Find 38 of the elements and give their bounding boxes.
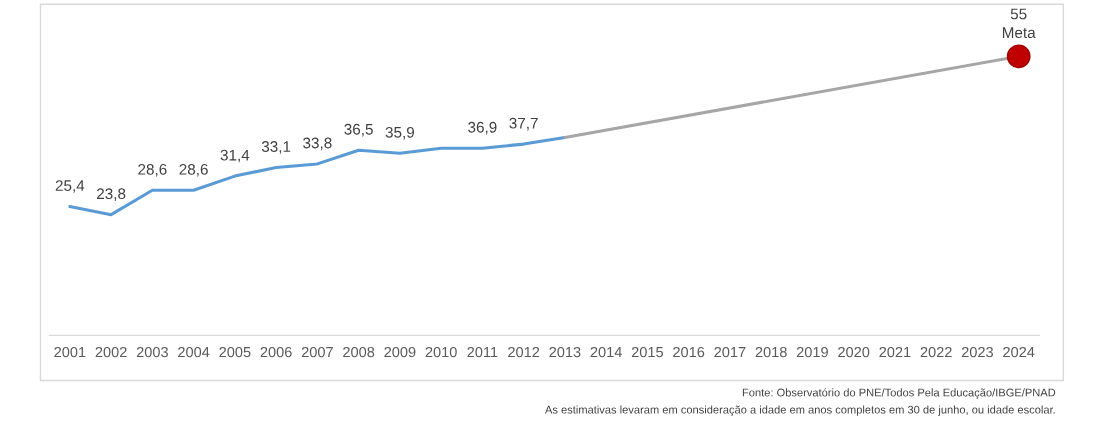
x-tick-label: 2006: [260, 346, 292, 358]
data-label: 23,8: [97, 188, 126, 201]
x-tick-label: 2015: [631, 346, 664, 358]
x-tick-label: 2016: [673, 346, 705, 358]
x-tick-label: 2022: [920, 346, 952, 358]
x-tick-label: 2018: [755, 346, 787, 358]
x-tick-label: 2023: [961, 346, 993, 358]
x-tick-label: 2007: [301, 346, 333, 358]
x-tick-label: 2008: [343, 346, 375, 358]
data-label: 25,4: [55, 180, 85, 193]
data-label: 36,5: [344, 123, 373, 137]
x-tick-label: 2002: [95, 346, 127, 358]
x-tick-label: 2005: [219, 346, 251, 358]
data-label: 28,6: [179, 163, 208, 177]
x-tick-label: 2013: [549, 346, 581, 358]
data-label: 28,6: [138, 163, 167, 177]
data-label: 33,8: [303, 137, 332, 151]
data-label: 37,7: [509, 117, 538, 131]
data-label: 33,1: [261, 141, 291, 154]
x-tick-label: 2009: [384, 346, 416, 358]
x-tick-label: 2024: [1003, 346, 1035, 358]
x-tick-label: 2019: [796, 346, 828, 358]
x-tick-label: 2014: [590, 346, 622, 358]
x-tick-label: 2020: [838, 346, 870, 358]
x-tick-label: 2017: [714, 346, 746, 358]
data-label: 31,4: [220, 149, 250, 163]
data-label: 35,9: [385, 126, 415, 140]
source-note: Fonte: Observatório do PNE/Todos Pela Educação/IBGE/PNAD: [742, 388, 1056, 399]
text: As estimativas levaram em consideração a idade em anos completos em 30 de junho, ou idade escolar.: [544, 405, 1055, 416]
x-tick-label: 2003: [136, 346, 168, 358]
x-tick-label: 2012: [508, 346, 540, 358]
x-tick-label: 2001: [54, 346, 86, 358]
data-label: 36,9: [468, 121, 497, 135]
x-tick-label: 2010: [425, 346, 457, 358]
data-label: 55 Meta: [1002, 8, 1036, 39]
x-tick-label: 2011: [467, 346, 498, 358]
x-tick-label: 2021: [879, 346, 911, 358]
x-tick-label: 2004: [178, 346, 210, 358]
